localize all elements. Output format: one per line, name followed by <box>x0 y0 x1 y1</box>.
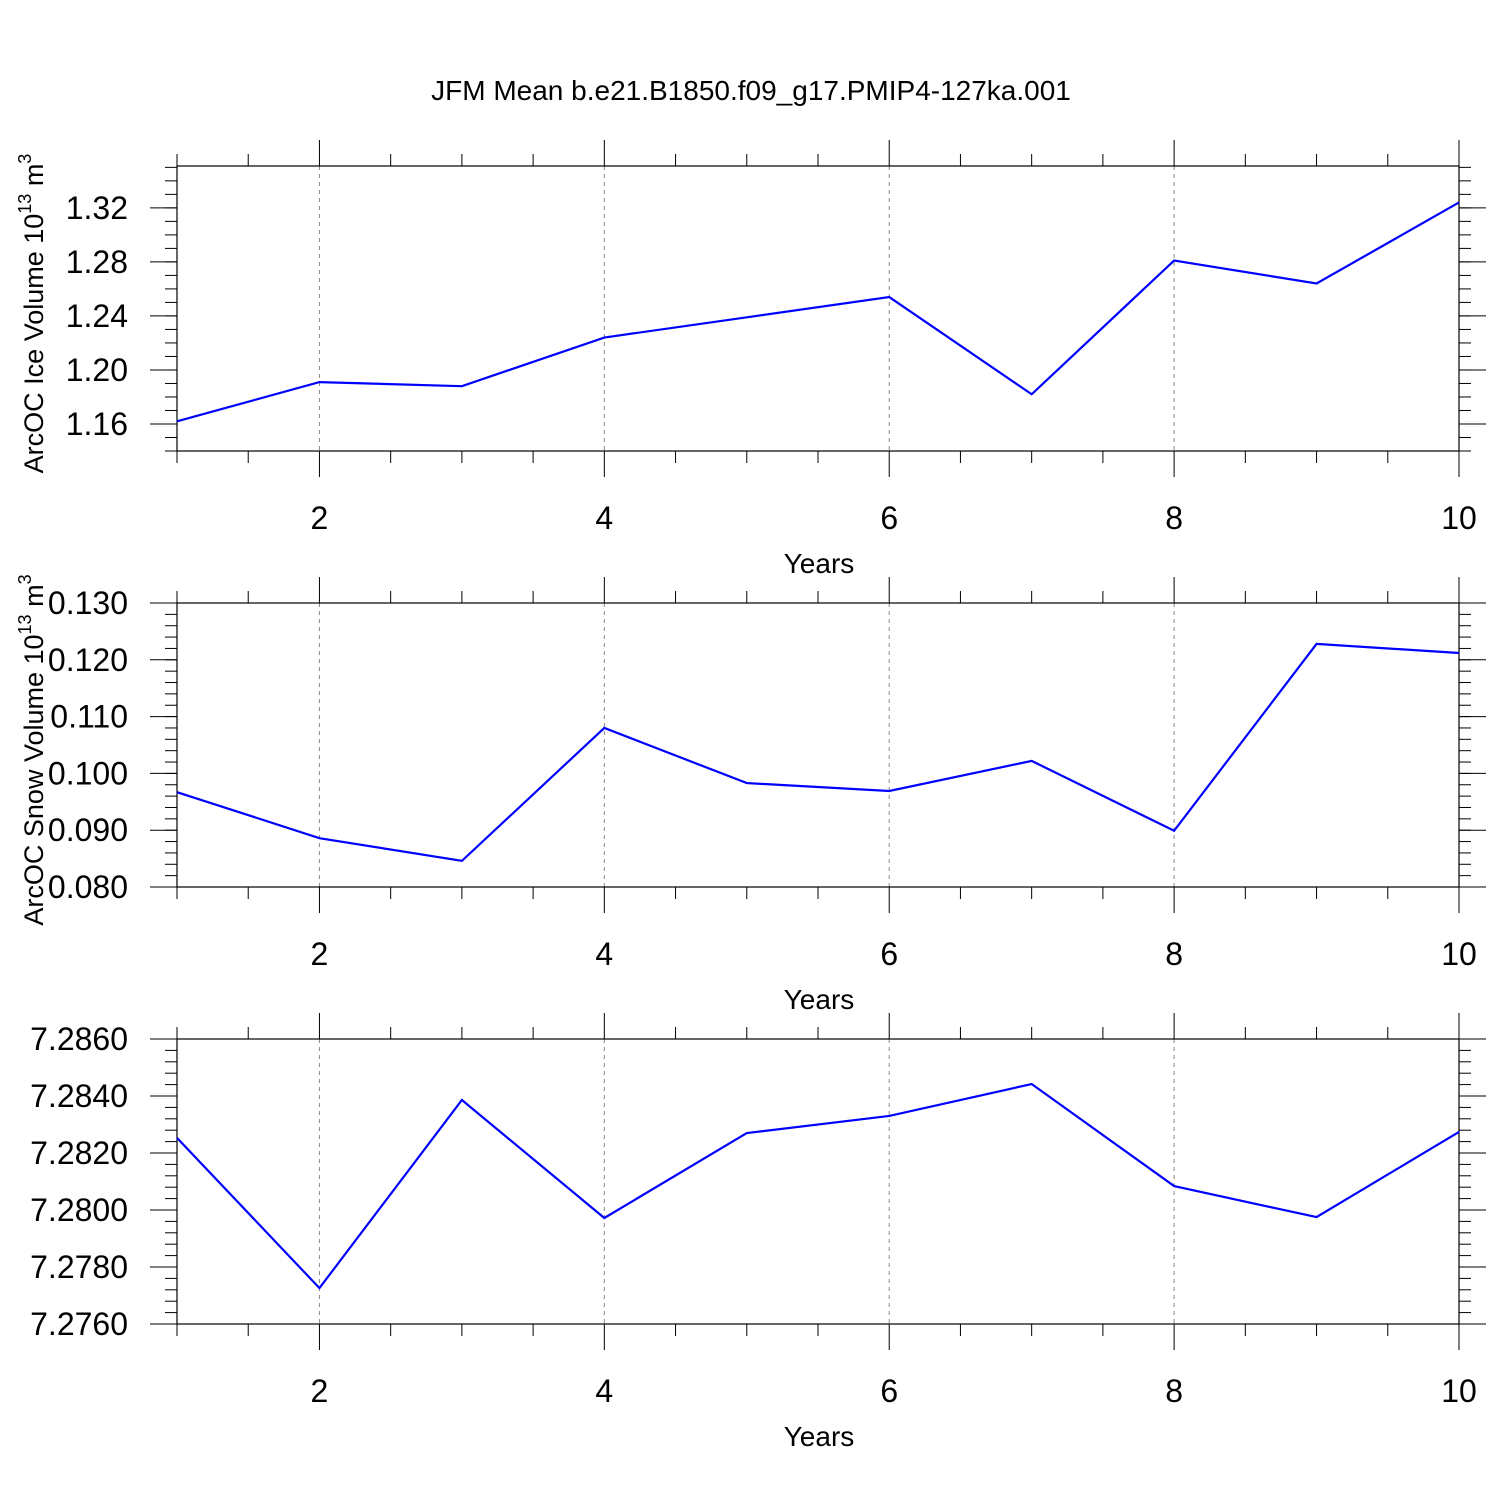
x-tick-label: 2 <box>311 936 329 972</box>
x-tick-label: 6 <box>880 500 898 536</box>
panel-2: 2 4 6 8 10 0.080 0.090 0.100 0.110 0.120 0.130 Year… <box>15 574 1486 1015</box>
plot-frame <box>177 603 1459 887</box>
y-tick-label: 0.120 <box>48 642 128 678</box>
y-tick-label: 1.28 <box>66 244 128 280</box>
data-series-line <box>177 202 1459 421</box>
panel-3: 2 4 6 8 10 7.2760 7.2780 7.2800 7.2820 7.2840 7.28… <box>30 1013 1486 1452</box>
plot-frame <box>177 166 1459 451</box>
y-axis-label: ArcOC Snow Volume 1013 m3 <box>15 574 49 925</box>
y-axis-label-text: ArcOC Ice Volume 10 <box>19 214 49 474</box>
x-tick-label: 4 <box>595 500 613 536</box>
y-axis-label-exponent: 3 <box>15 154 35 164</box>
y-axis-label-exponent: 13 <box>15 614 35 634</box>
y-axis-label-exponent: 13 <box>15 194 35 214</box>
y-tick-label: 0.110 <box>50 699 128 735</box>
x-tick-label: 8 <box>1165 500 1183 536</box>
y-tick-label: 0.090 <box>48 812 128 848</box>
panel-1: 2 4 6 8 10 1.16 1.20 1.24 1.28 1.32 Years ArcOC Ice… <box>15 140 1486 579</box>
x-tick-label: 8 <box>1165 1373 1183 1409</box>
y-axis-label-text: ArcOC Snow Volume 10 <box>19 634 49 925</box>
x-tick-label: 4 <box>595 936 613 972</box>
y-tick-label: 7.2800 <box>30 1192 128 1228</box>
y-axis-label-exponent: 3 <box>15 574 35 584</box>
x-tick-label: 8 <box>1165 936 1183 972</box>
y-tick-label: 0.080 <box>48 869 128 905</box>
y-tick-label: 7.2780 <box>30 1249 128 1285</box>
y-tick-label: 7.2860 <box>30 1021 128 1057</box>
x-tick-label: 2 <box>311 1373 329 1409</box>
y-tick-label: 1.24 <box>66 298 128 334</box>
y-tick-label: 0.100 <box>48 755 128 791</box>
y-axis-label: ArcOC Ice Volume 1013 m3 <box>15 154 49 474</box>
y-tick-label: 1.32 <box>66 190 128 226</box>
y-tick-label: 0.130 <box>48 585 128 621</box>
x-tick-label: 4 <box>595 1373 613 1409</box>
data-series-line <box>177 1084 1459 1288</box>
y-tick-label: 7.2760 <box>30 1306 128 1342</box>
x-axis-label: Years <box>784 548 855 579</box>
y-axis-label-text: m <box>19 164 49 194</box>
x-tick-label: 10 <box>1441 1373 1477 1409</box>
y-axis-label-text: m <box>19 584 49 614</box>
x-tick-label: 6 <box>880 936 898 972</box>
x-tick-label: 2 <box>311 500 329 536</box>
data-series-line <box>177 644 1459 861</box>
y-tick-label: 7.2840 <box>30 1078 128 1114</box>
x-axis-label: Years <box>784 984 855 1015</box>
x-axis-label: Years <box>784 1421 855 1452</box>
x-tick-label: 6 <box>880 1373 898 1409</box>
y-tick-label: 1.20 <box>66 352 128 388</box>
plot-frame <box>177 1039 1459 1324</box>
chart-title: JFM Mean b.e21.B1850.f09_g17.PMIP4-127ka… <box>431 75 1071 106</box>
y-tick-label: 7.2820 <box>30 1135 128 1171</box>
y-tick-label: 1.16 <box>66 406 128 442</box>
x-tick-label: 10 <box>1441 936 1477 972</box>
x-tick-label: 10 <box>1441 500 1477 536</box>
